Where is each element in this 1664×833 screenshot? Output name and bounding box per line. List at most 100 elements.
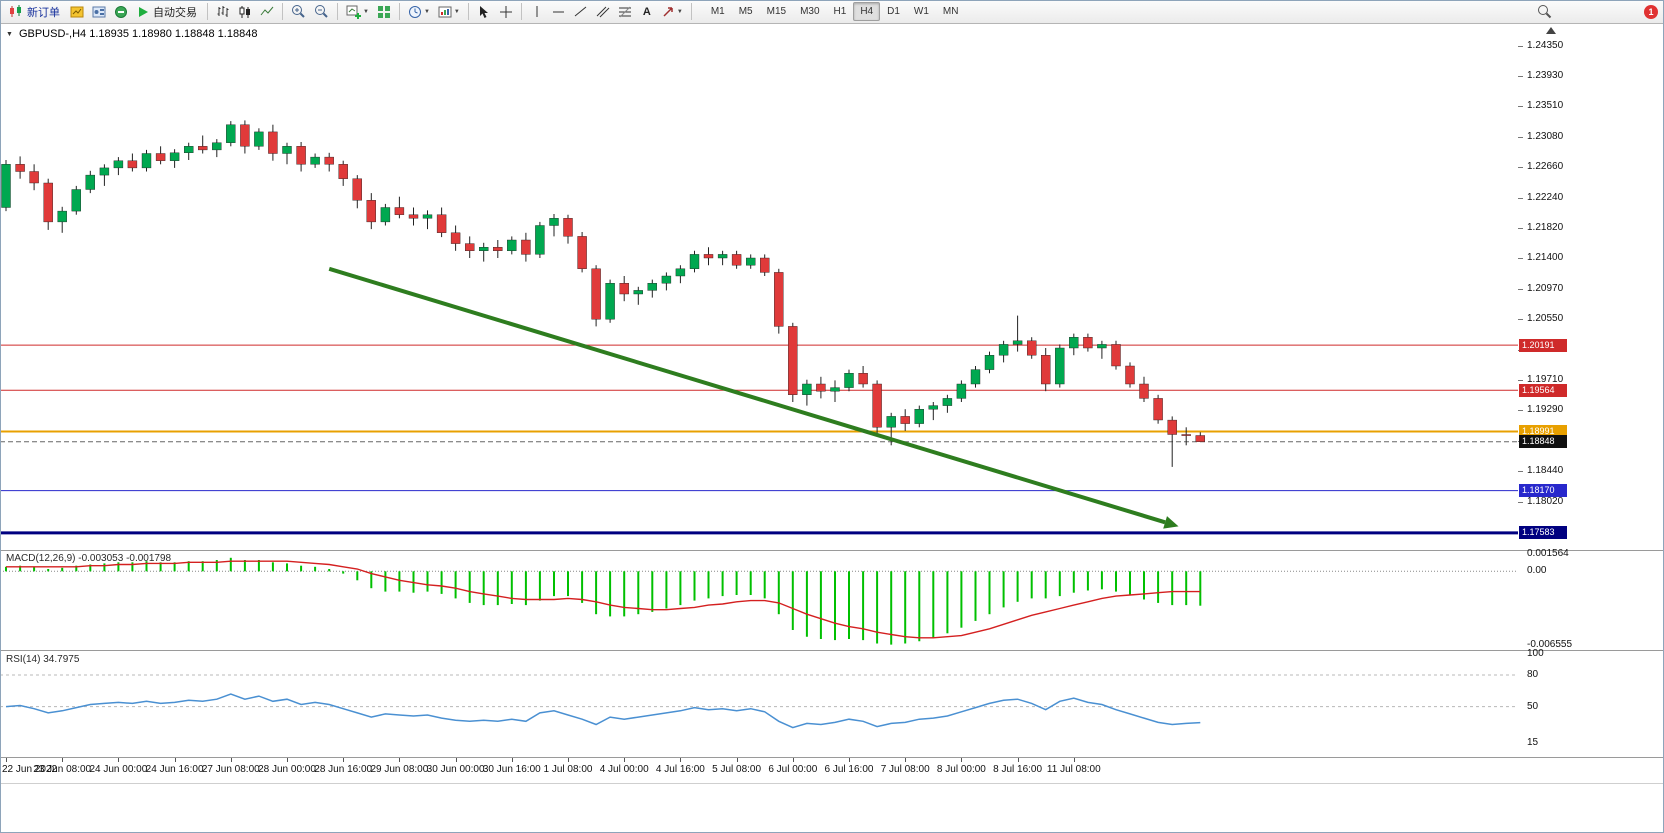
chart-canvas[interactable] — [0, 24, 1518, 757]
arrows-button[interactable]: ▼ — [659, 2, 686, 22]
timeframe-button-h1[interactable]: H1 — [827, 2, 854, 21]
panel-separator[interactable] — [0, 550, 1664, 551]
price-axis-tick — [1518, 410, 1523, 411]
tile-windows-button[interactable] — [374, 2, 394, 22]
fibonacci-button[interactable] — [615, 2, 635, 22]
timeframe-button-m1[interactable]: M1 — [704, 2, 732, 21]
trendline-button[interactable] — [571, 2, 591, 22]
text-button[interactable]: A — [637, 2, 657, 22]
timeframe-button-w1[interactable]: W1 — [907, 2, 936, 21]
time-axis: 22 Jun 2022 23 Jun 08:00 24 Jun 00:00 24 Ju… — [0, 757, 1664, 787]
navigator-button[interactable] — [89, 2, 109, 22]
new-order-button[interactable]: 新订单 — [4, 2, 65, 22]
trendline-icon — [575, 6, 587, 17]
horizontal-line-button[interactable] — [549, 2, 569, 22]
candle-body — [956, 383, 967, 399]
expand-arrow-icon[interactable]: ▼ — [6, 30, 13, 38]
template-button[interactable]: ▼ — [435, 2, 463, 22]
crosshair-button[interactable] — [496, 2, 516, 22]
time-axis-label: 22 Jun 2022 — [2, 764, 58, 775]
panel-separator[interactable] — [0, 650, 1664, 651]
candle-body — [57, 210, 67, 223]
horizontal-line-icon — [553, 11, 565, 12]
autotrading-button[interactable]: 自动交易 — [133, 2, 202, 22]
candle-body — [1, 164, 11, 208]
candle-body — [760, 257, 770, 273]
candle-body — [507, 239, 517, 252]
candle-body — [197, 146, 208, 151]
candle-body — [844, 373, 854, 388]
period-button[interactable]: ▼ — [405, 2, 433, 22]
market-watch-icon — [70, 6, 84, 17]
candle-body — [970, 369, 981, 385]
timeframe-button-m30[interactable]: M30 — [793, 2, 826, 21]
time-axis-tick — [455, 758, 457, 762]
macd-axis-label: -0.006555 — [1527, 639, 1573, 651]
zoom-out-button[interactable] — [311, 2, 332, 22]
toolbar-separator — [520, 3, 522, 20]
terminal-button[interactable] — [111, 2, 131, 22]
bar-chart-mode-button[interactable] — [213, 2, 233, 22]
time-axis-label: 29 Jun 08:00 — [370, 764, 429, 775]
time-axis-tick — [905, 758, 907, 762]
candle-body — [563, 218, 573, 237]
time-axis-tick — [792, 758, 794, 762]
candle-body — [914, 409, 924, 424]
candle-body — [408, 214, 419, 219]
line-chart-mode-button[interactable] — [257, 2, 277, 22]
timeframe-button-m5[interactable]: M5 — [732, 2, 760, 21]
vertical-line-button[interactable] — [527, 2, 547, 22]
time-axis-tick — [287, 758, 288, 762]
candle-body — [450, 232, 461, 244]
candle-body — [141, 153, 152, 169]
price-axis-label: 1.21400 — [1527, 252, 1564, 263]
price-axis-tick — [1518, 75, 1523, 77]
time-axis-label: 8 Jul 16:00 — [993, 764, 1043, 775]
candle-body — [29, 171, 39, 184]
timeframe-button-m15[interactable]: M15 — [760, 2, 793, 21]
channel-button[interactable] — [593, 2, 613, 22]
terminal-icon — [115, 5, 127, 18]
timeframe-button-mn[interactable]: MN — [936, 2, 966, 21]
price-axis-label: 1.22660 — [1527, 161, 1564, 173]
dropdown-caret-icon: ▼ — [363, 8, 369, 15]
crosshair-icon — [499, 5, 512, 18]
candle-body — [1040, 355, 1051, 385]
candle-body — [802, 383, 812, 396]
market-watch-button[interactable] — [67, 2, 87, 22]
price-axis-tick — [1518, 197, 1523, 199]
time-axis-tick — [6, 758, 7, 762]
zoom-in-button[interactable] — [288, 2, 309, 22]
price-axis-tick — [1518, 106, 1523, 107]
price-axis-tick — [1518, 501, 1523, 503]
time-axis-tick — [1017, 758, 1019, 762]
timeframe-button-h4[interactable]: H4 — [853, 2, 881, 21]
cursor-button[interactable] — [474, 2, 494, 22]
time-axis-label: 6 Jul 00:00 — [768, 764, 818, 775]
price-axis[interactable]: 1.24350 1.23930 1.23510 1.23080 1.22660 1.222… — [1518, 24, 1664, 833]
candle-body — [212, 142, 222, 151]
search-button[interactable] — [1534, 2, 1555, 22]
candle-body — [549, 218, 559, 226]
price-axis-label: 1.20970 — [1527, 282, 1564, 294]
price-axis-tick — [1518, 471, 1523, 473]
scroll-marker-icon — [1546, 27, 1556, 34]
rsi-axis-label: 100 — [1527, 648, 1544, 659]
timeframe-button-d1[interactable]: D1 — [880, 2, 907, 21]
chart-window: ▼ GBPUSD-,H4 1.18935 1.18980 1.18848 1.1… — [0, 24, 1664, 833]
trend-line-arrowhead[interactable] — [1163, 516, 1179, 529]
candlestick-mode-button[interactable] — [235, 2, 255, 22]
time-axis-label: 24 Jun 16:00 — [145, 764, 204, 775]
time-axis-tick — [736, 758, 738, 762]
trend-line[interactable] — [328, 266, 1166, 525]
notification-badge[interactable]: 1 — [1644, 4, 1658, 19]
time-axis-label: 4 Jul 16:00 — [655, 764, 705, 775]
price-badge-resistance-upper: 1.20191 — [1519, 338, 1567, 352]
time-axis-tick — [511, 758, 513, 762]
zoom-out-icon — [315, 5, 328, 18]
candle-body — [183, 146, 194, 154]
price-axis-tick — [1518, 227, 1523, 229]
candle-body — [394, 207, 405, 215]
new-chart-button[interactable]: ▼ — [343, 2, 372, 22]
toolbar-separator — [207, 3, 208, 20]
